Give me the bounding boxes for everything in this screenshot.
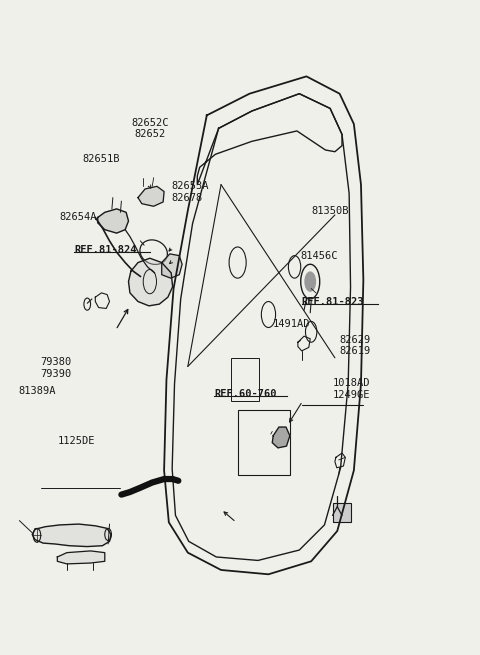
Text: 81350B: 81350B <box>311 206 348 215</box>
Circle shape <box>305 272 315 291</box>
Text: 82629
82619: 82629 82619 <box>340 335 371 356</box>
Text: 82653A: 82653A <box>171 181 209 191</box>
Bar <box>333 503 350 522</box>
Text: 82678: 82678 <box>171 193 203 202</box>
Text: 1125DE: 1125DE <box>58 436 95 446</box>
Polygon shape <box>129 258 173 306</box>
Text: REF.81-823: REF.81-823 <box>301 297 364 307</box>
Text: 1491AD: 1491AD <box>273 319 311 329</box>
Text: 82652C
82652: 82652C 82652 <box>131 117 168 139</box>
Bar <box>238 410 290 475</box>
Bar <box>230 358 259 401</box>
Text: 81389A: 81389A <box>18 386 56 396</box>
Text: 82654A: 82654A <box>60 212 97 222</box>
Polygon shape <box>57 551 105 564</box>
Text: 81456C: 81456C <box>301 251 338 261</box>
Text: 79380
79390: 79380 79390 <box>41 357 72 379</box>
Polygon shape <box>272 427 290 448</box>
Polygon shape <box>32 524 111 546</box>
Text: 82651B: 82651B <box>83 154 120 164</box>
Polygon shape <box>97 209 129 233</box>
Text: REF.81-824: REF.81-824 <box>74 244 136 255</box>
Polygon shape <box>162 254 182 278</box>
Text: REF.60-760: REF.60-760 <box>214 389 276 399</box>
Text: 1018AD
1249GE: 1018AD 1249GE <box>333 379 370 400</box>
Polygon shape <box>138 187 164 206</box>
